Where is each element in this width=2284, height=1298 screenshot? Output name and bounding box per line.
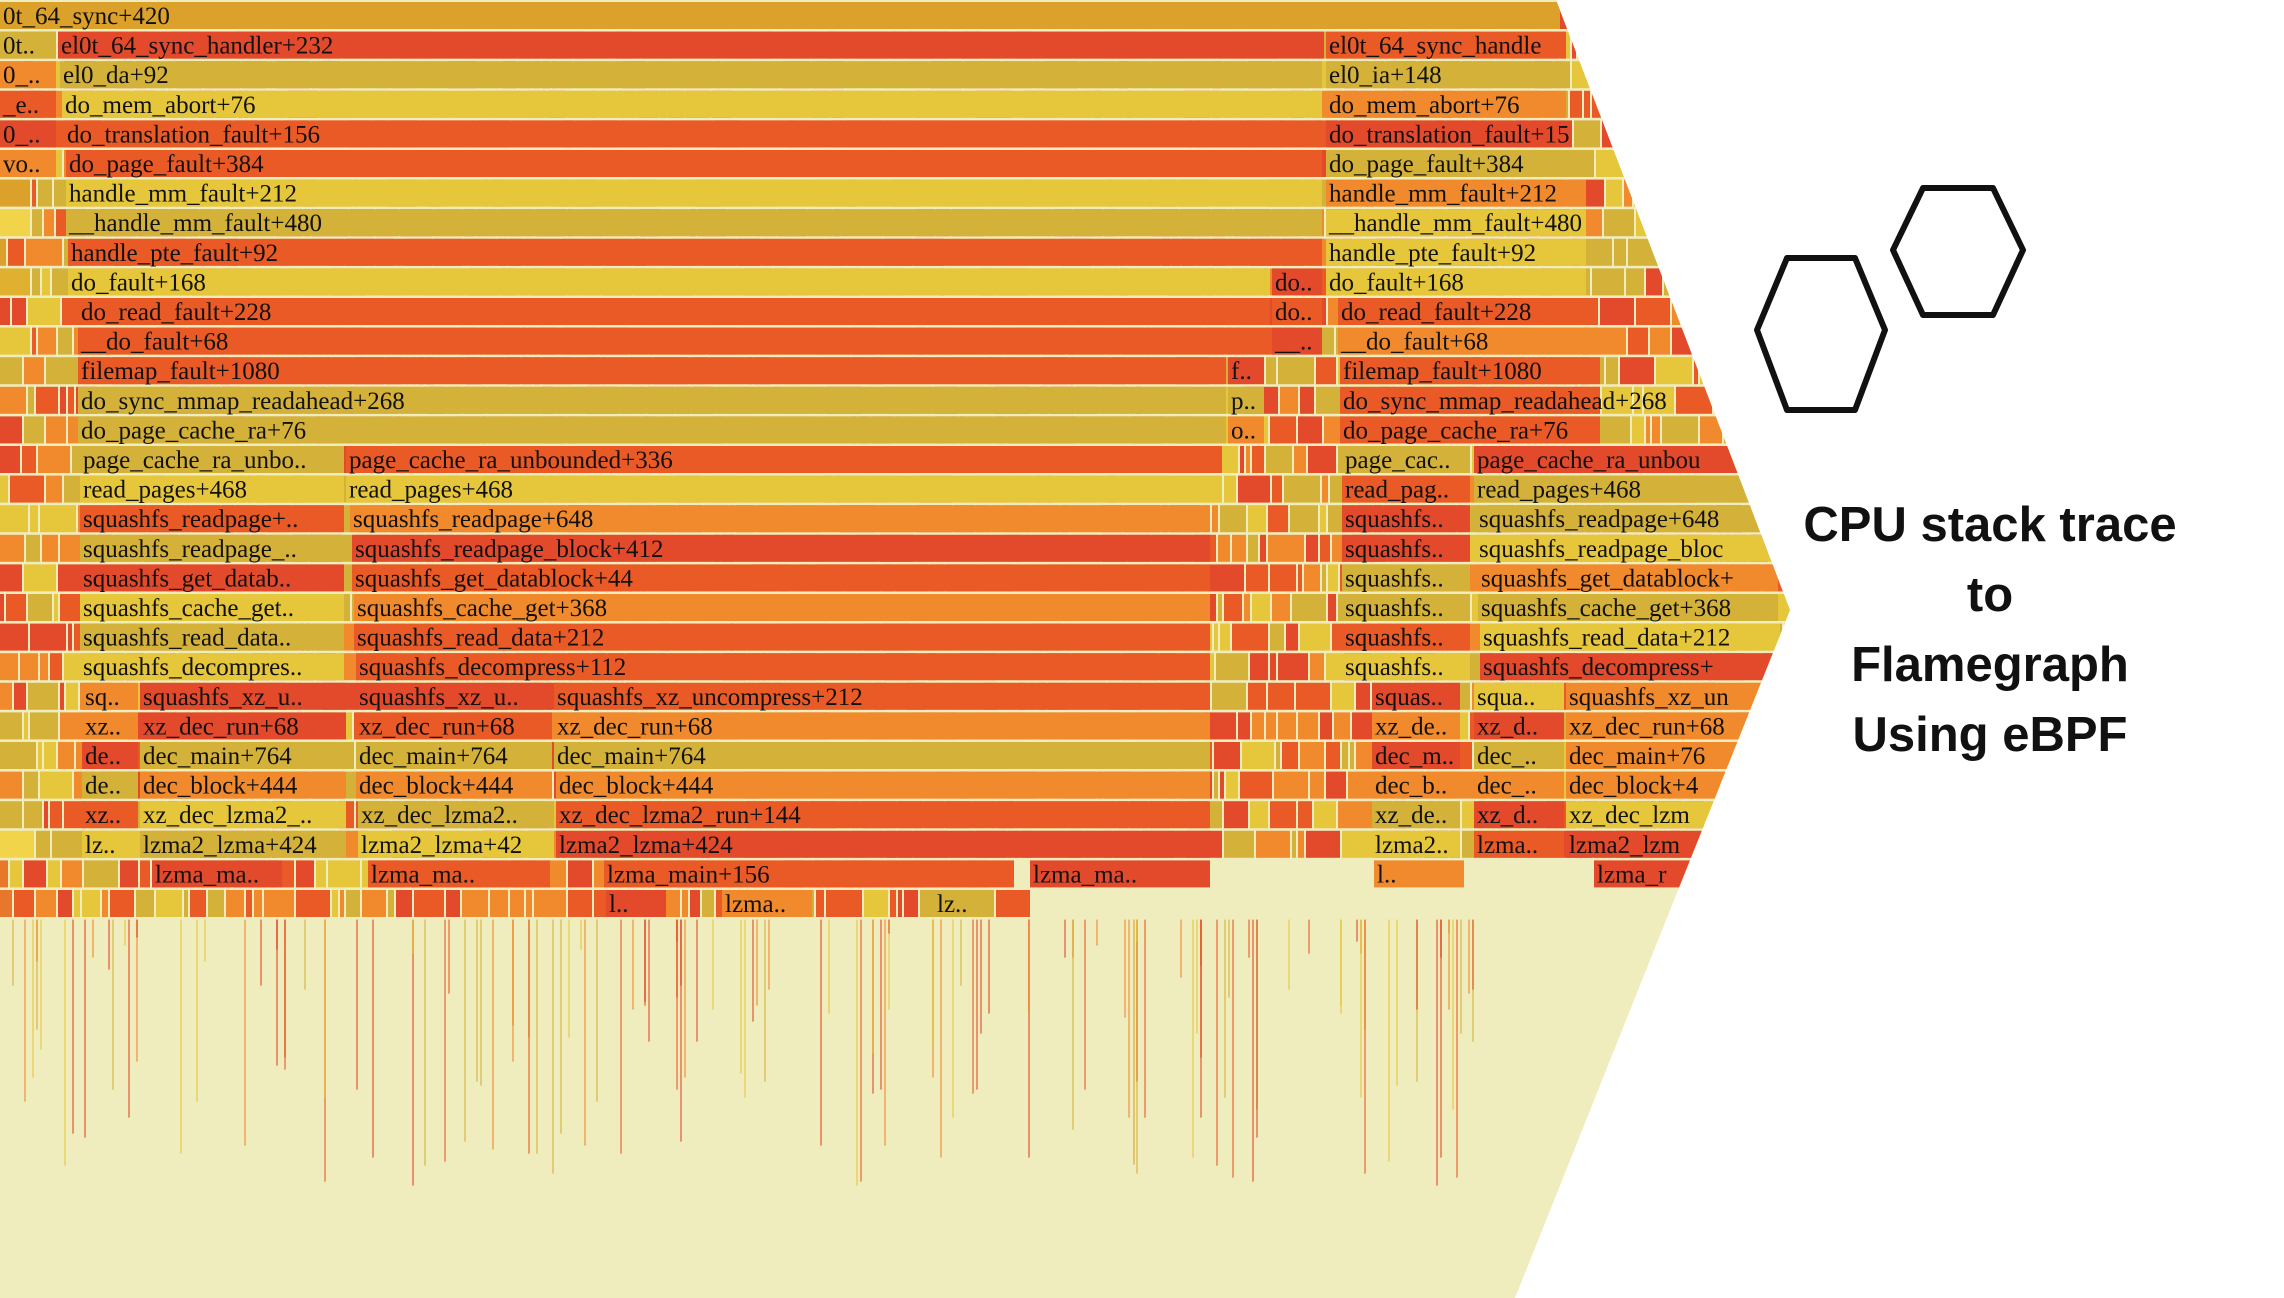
flame-frame-unlabeled xyxy=(1584,90,1590,118)
flame-frame-unlabeled xyxy=(1606,357,1618,385)
flame-frame-unlabeled xyxy=(8,238,24,266)
flame-frame-unlabeled xyxy=(0,238,6,266)
flame-frame-unlabeled xyxy=(0,327,30,355)
flame-frame-unlabeled xyxy=(1646,268,1662,296)
flame-frame-unlabeled xyxy=(42,268,50,296)
flame-frame-unlabeled xyxy=(52,268,70,296)
flame-frame-unlabeled xyxy=(1620,357,1654,385)
flame-frame-unlabeled xyxy=(28,298,60,325)
flame-frame-unlabeled xyxy=(24,357,44,385)
flame-frame-unlabeled xyxy=(32,179,36,207)
flame-frame-unlabeled xyxy=(1650,327,1670,355)
flame-frame-unlabeled xyxy=(1278,357,1314,385)
flame-frame-unlabeled xyxy=(0,357,22,385)
flame-frame-unlabeled xyxy=(38,327,56,355)
caption-line-1: CPU stack trace xyxy=(1803,498,2177,552)
flame-frame-unlabeled xyxy=(1628,327,1648,355)
flame-frame-unlabeled xyxy=(1636,298,1670,325)
flame-frame-unlabeled xyxy=(1624,179,1632,207)
flame-frame-unlabeled xyxy=(58,327,72,355)
flame-frame-unlabeled xyxy=(38,179,52,207)
hexagon-small-icon xyxy=(1890,185,2026,318)
flame-frame-unlabeled xyxy=(1582,238,1612,266)
flame-frame-unlabeled xyxy=(32,327,36,355)
flame-frame-unlabeled xyxy=(46,357,80,385)
caption: CPU stack trace to Flamegraph Using eBPF xyxy=(1760,490,2220,770)
flame-frame-unlabeled xyxy=(1566,120,1572,148)
flame-frame-unlabeled xyxy=(26,238,62,266)
flame-frame-unlabeled xyxy=(12,298,26,325)
flame-frame-unlabeled xyxy=(1604,209,1634,237)
flame-frame-unlabeled xyxy=(1570,90,1582,118)
flame-frame-unlabeled xyxy=(0,298,10,325)
flame-frame-unlabeled xyxy=(32,268,40,296)
caption-line-3: Flamegraph xyxy=(1851,638,2129,692)
hexagon-large-icon xyxy=(1754,255,1888,413)
flame-frame-unlabeled xyxy=(1564,150,1594,177)
flame-frame-unlabeled xyxy=(56,150,62,177)
flame-frame-unlabeled xyxy=(1600,298,1634,325)
flame-frame-unlabeled xyxy=(32,209,42,237)
flame-frame-unlabeled xyxy=(1626,268,1644,296)
flame-frame-unlabeled xyxy=(0,268,30,296)
flame-frame-unlabeled xyxy=(0,209,30,237)
flame-frame-unlabeled xyxy=(1614,238,1626,266)
flame-frame-unlabeled xyxy=(1574,120,1600,148)
flame-frame-unlabeled xyxy=(1592,268,1624,296)
flame-frame-unlabeled xyxy=(44,209,54,237)
flame-frame-unlabeled xyxy=(1606,179,1622,207)
flame-frame-unlabeled xyxy=(1316,357,1336,385)
caption-line-4: Using eBPF xyxy=(1852,708,2128,762)
flame-frame-unlabeled xyxy=(1266,357,1276,385)
flame-frame-unlabeled xyxy=(0,179,30,207)
caption-line-2: to xyxy=(1966,568,2014,622)
flamegraph-panel: 0t_64_sync+420 0t.. el0t_64_sync_handler+2… xyxy=(0,0,1790,1298)
